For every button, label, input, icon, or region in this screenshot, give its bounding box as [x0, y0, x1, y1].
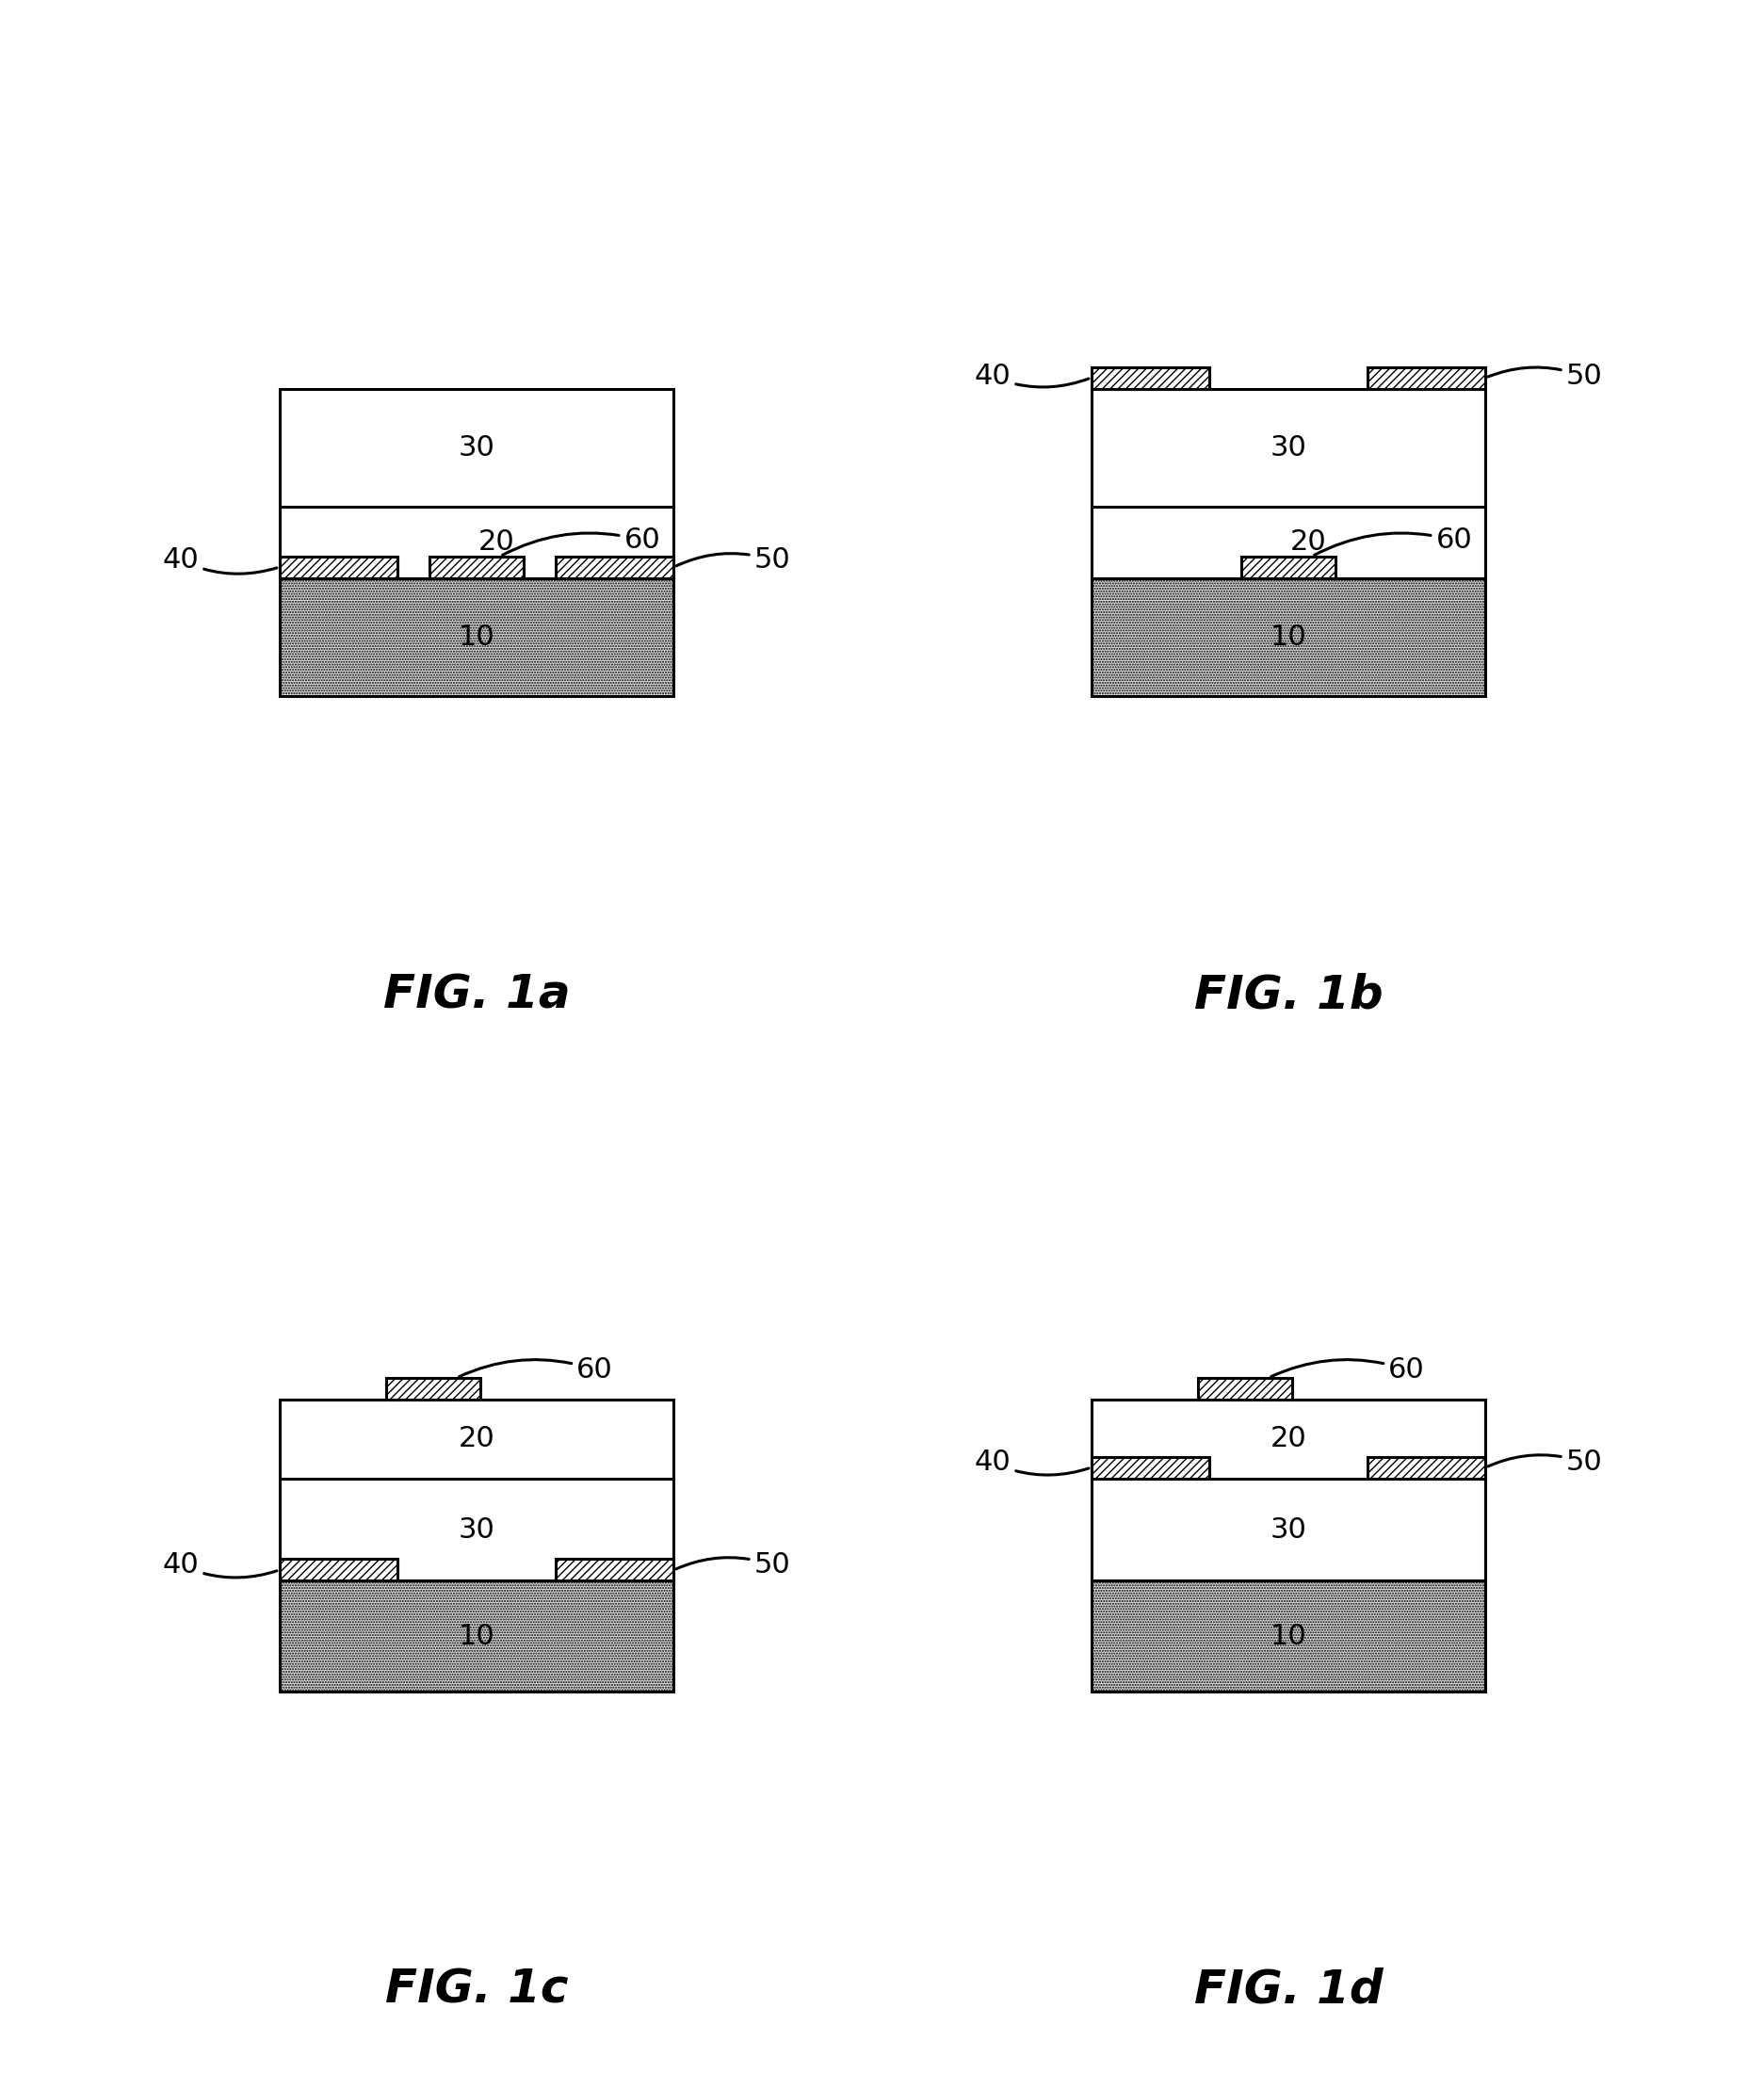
Bar — [1240, 556, 1335, 578]
Bar — [1198, 1379, 1291, 1399]
Text: 20: 20 — [1270, 1424, 1305, 1453]
Bar — [1090, 367, 1208, 388]
Bar — [386, 1379, 480, 1399]
Text: 30: 30 — [459, 1515, 494, 1542]
Text: 40: 40 — [974, 1449, 1088, 1476]
Bar — [279, 388, 674, 508]
Bar — [1090, 1457, 1208, 1478]
Text: 60: 60 — [1314, 527, 1471, 556]
Text: 30: 30 — [459, 433, 494, 462]
Text: 10: 10 — [459, 624, 494, 651]
Text: 10: 10 — [1270, 624, 1305, 651]
Text: 40: 40 — [162, 547, 277, 574]
Bar — [1090, 388, 1485, 508]
Bar — [1090, 1478, 1485, 1582]
Text: 30: 30 — [1270, 1515, 1305, 1542]
Bar — [279, 1559, 397, 1582]
Text: 20: 20 — [1289, 529, 1327, 556]
Bar — [279, 508, 674, 578]
Bar — [279, 578, 674, 697]
Text: 60: 60 — [459, 1356, 612, 1383]
Text: 20: 20 — [459, 1424, 494, 1453]
Text: 60: 60 — [503, 527, 660, 556]
Text: 10: 10 — [1270, 1623, 1305, 1650]
Text: 30: 30 — [1270, 433, 1305, 462]
Bar — [429, 556, 524, 578]
Text: FIG. 1a: FIG. 1a — [383, 972, 570, 1018]
Bar — [1367, 367, 1485, 388]
Bar — [1090, 1582, 1485, 1692]
Text: 40: 40 — [974, 363, 1088, 390]
Bar — [279, 1582, 674, 1692]
Bar — [1090, 578, 1485, 697]
Bar — [556, 1559, 674, 1582]
Text: 10: 10 — [459, 1623, 494, 1650]
Text: 50: 50 — [676, 1551, 790, 1580]
Text: FIG. 1c: FIG. 1c — [385, 1967, 568, 2013]
Bar — [556, 556, 674, 578]
Text: 40: 40 — [162, 1551, 277, 1580]
Text: 50: 50 — [676, 547, 790, 574]
Bar — [1367, 1457, 1485, 1478]
Text: 60: 60 — [1270, 1356, 1424, 1383]
Text: 50: 50 — [1487, 363, 1602, 390]
Bar — [1090, 508, 1485, 578]
Bar — [279, 1478, 674, 1582]
Text: FIG. 1b: FIG. 1b — [1192, 972, 1383, 1018]
Text: 20: 20 — [478, 529, 515, 556]
Bar — [279, 1399, 674, 1478]
Text: FIG. 1d: FIG. 1d — [1192, 1967, 1383, 2013]
Bar — [279, 556, 397, 578]
Text: 50: 50 — [1487, 1449, 1602, 1476]
Bar — [1090, 1399, 1485, 1478]
